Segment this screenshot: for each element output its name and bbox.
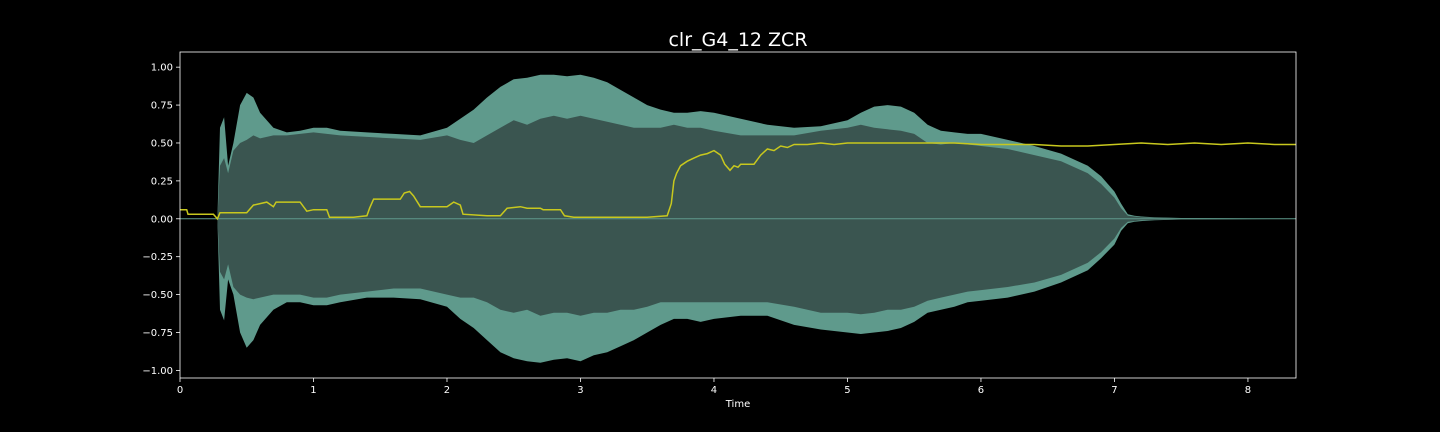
x-tick-label: 0 — [177, 385, 183, 396]
x-axis: 0 1 2 3 4 5 6 7 8 — [177, 378, 1251, 396]
y-tick-label: −0.50 — [142, 290, 173, 301]
x-tick-label: 4 — [711, 385, 717, 396]
y-tick-label: −1.00 — [142, 366, 173, 377]
y-tick-label: 1.00 — [151, 63, 173, 74]
x-axis-label: Time — [725, 399, 750, 410]
x-tick-label: 5 — [844, 385, 850, 396]
y-tick-label: −0.25 — [142, 252, 173, 263]
plot-frame — [179, 51, 1297, 379]
x-tick-label: 3 — [577, 385, 583, 396]
zcr-line — [180, 142, 1296, 221]
x-tick-label: 6 — [978, 385, 984, 396]
y-tick-label: 0.25 — [151, 176, 173, 187]
x-tick-label: 1 — [310, 385, 316, 396]
y-tick-label: 0.00 — [151, 214, 173, 225]
waveform-envelope-inner — [180, 115, 1296, 316]
chart-title: clr_G4_12 ZCR — [668, 29, 807, 51]
y-tick-label: 0.50 — [151, 138, 173, 149]
x-tick-label: 8 — [1245, 385, 1251, 396]
x-tick-label: 2 — [444, 385, 450, 396]
plot-area — [180, 74, 1296, 363]
y-axis: 1.00 0.75 0.50 0.25 0.00 −0.25 −0.50 −0.75 −1.00 — [142, 63, 180, 377]
x-tick-label: 7 — [1111, 385, 1117, 396]
y-tick-label: 0.75 — [151, 101, 173, 112]
y-tick-label: −0.75 — [142, 328, 173, 339]
